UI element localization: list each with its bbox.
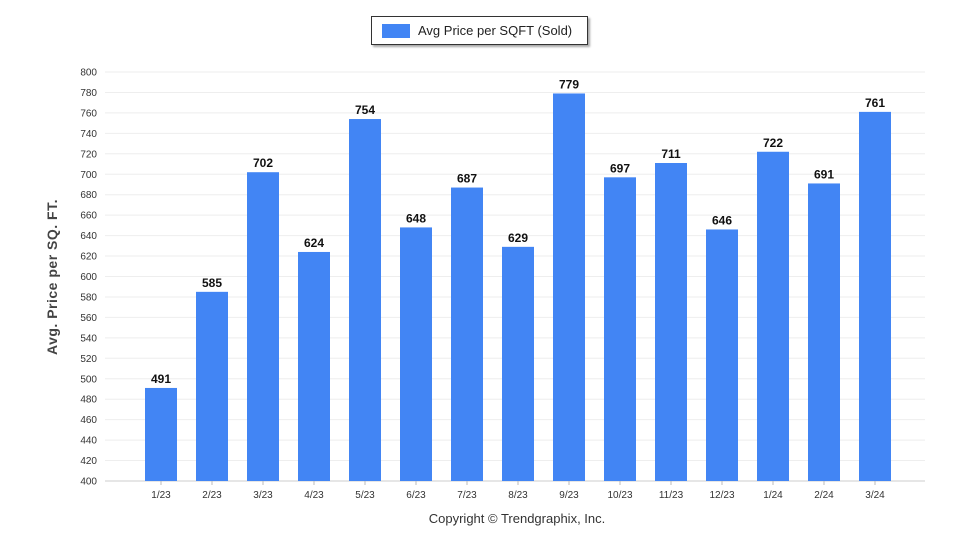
legend: Avg Price per SQFT (Sold)	[371, 16, 588, 45]
y-tick-label: 760	[80, 108, 97, 119]
data-label: 624	[304, 236, 324, 250]
x-tick-label: 9/23	[559, 490, 579, 501]
data-label: 754	[355, 103, 375, 117]
y-tick-label: 420	[80, 456, 97, 467]
legend-label: Avg Price per SQFT (Sold)	[418, 23, 573, 38]
y-tick-label: 600	[80, 272, 97, 283]
bar	[502, 246, 534, 481]
bar	[808, 183, 840, 481]
bar	[757, 151, 789, 481]
x-tick-label: 2/23	[202, 490, 222, 501]
data-label: 691	[814, 167, 834, 181]
data-label: 761	[865, 96, 885, 110]
x-tick-label: 4/23	[304, 490, 324, 501]
y-tick-label: 500	[80, 374, 97, 385]
bar	[298, 251, 330, 481]
x-tick-label: 8/23	[508, 490, 528, 501]
x-tick-label: 3/23	[253, 490, 273, 501]
bar	[400, 227, 432, 481]
data-label: 697	[610, 161, 630, 175]
y-tick-label: 560	[80, 313, 97, 324]
x-tick-label: 1/23	[151, 490, 171, 501]
x-tick-label: 7/23	[457, 490, 477, 501]
x-tick-label: 6/23	[406, 490, 426, 501]
y-tick-label: 520	[80, 354, 97, 365]
data-label: 629	[508, 231, 528, 245]
y-tick-label: 740	[80, 129, 97, 140]
y-tick-label: 480	[80, 395, 97, 406]
bar	[604, 177, 636, 481]
y-tick-label: 580	[80, 292, 97, 303]
y-tick-label: 440	[80, 436, 97, 447]
x-tick-label: 2/24	[814, 490, 834, 501]
legend-swatch	[382, 23, 410, 38]
y-tick-label: 780	[80, 88, 97, 99]
y-tick-label: 460	[80, 415, 97, 426]
data-label: 702	[253, 156, 273, 170]
bar	[706, 229, 738, 481]
bar	[655, 163, 687, 481]
y-tick-label: 660	[80, 211, 97, 222]
x-tick-label: 5/23	[355, 490, 375, 501]
data-label: 711	[661, 147, 681, 161]
bar	[349, 119, 381, 481]
data-label: 646	[712, 213, 732, 227]
data-label: 722	[763, 136, 783, 150]
bar	[451, 187, 483, 482]
y-tick-label: 540	[80, 333, 97, 344]
data-label: 585	[202, 276, 222, 290]
y-tick-label: 680	[80, 190, 97, 201]
x-tick-label: 3/24	[865, 490, 885, 501]
x-axis-label: Copyright © Trendgraphix, Inc.	[428, 511, 606, 526]
x-tick-label: 11/23	[659, 490, 684, 501]
bar	[145, 387, 177, 481]
y-tick-label: 400	[80, 477, 97, 488]
bar	[247, 172, 279, 481]
y-tick-label: 700	[80, 170, 97, 181]
bar	[553, 93, 585, 481]
y-tick-label: 640	[80, 231, 97, 242]
y-tick-label: 800	[80, 68, 97, 79]
data-label: 648	[406, 211, 426, 225]
y-tick-label: 620	[80, 252, 97, 263]
x-tick-label: 10/23	[607, 490, 632, 501]
bar	[859, 111, 891, 481]
data-label: 779	[559, 77, 579, 91]
bar	[196, 291, 228, 481]
y-tick-label: 720	[80, 149, 97, 160]
x-tick-label: 1/24	[763, 490, 783, 501]
data-label: 687	[457, 172, 477, 186]
data-label: 491	[151, 372, 171, 386]
x-tick-label: 12/23	[709, 490, 734, 501]
